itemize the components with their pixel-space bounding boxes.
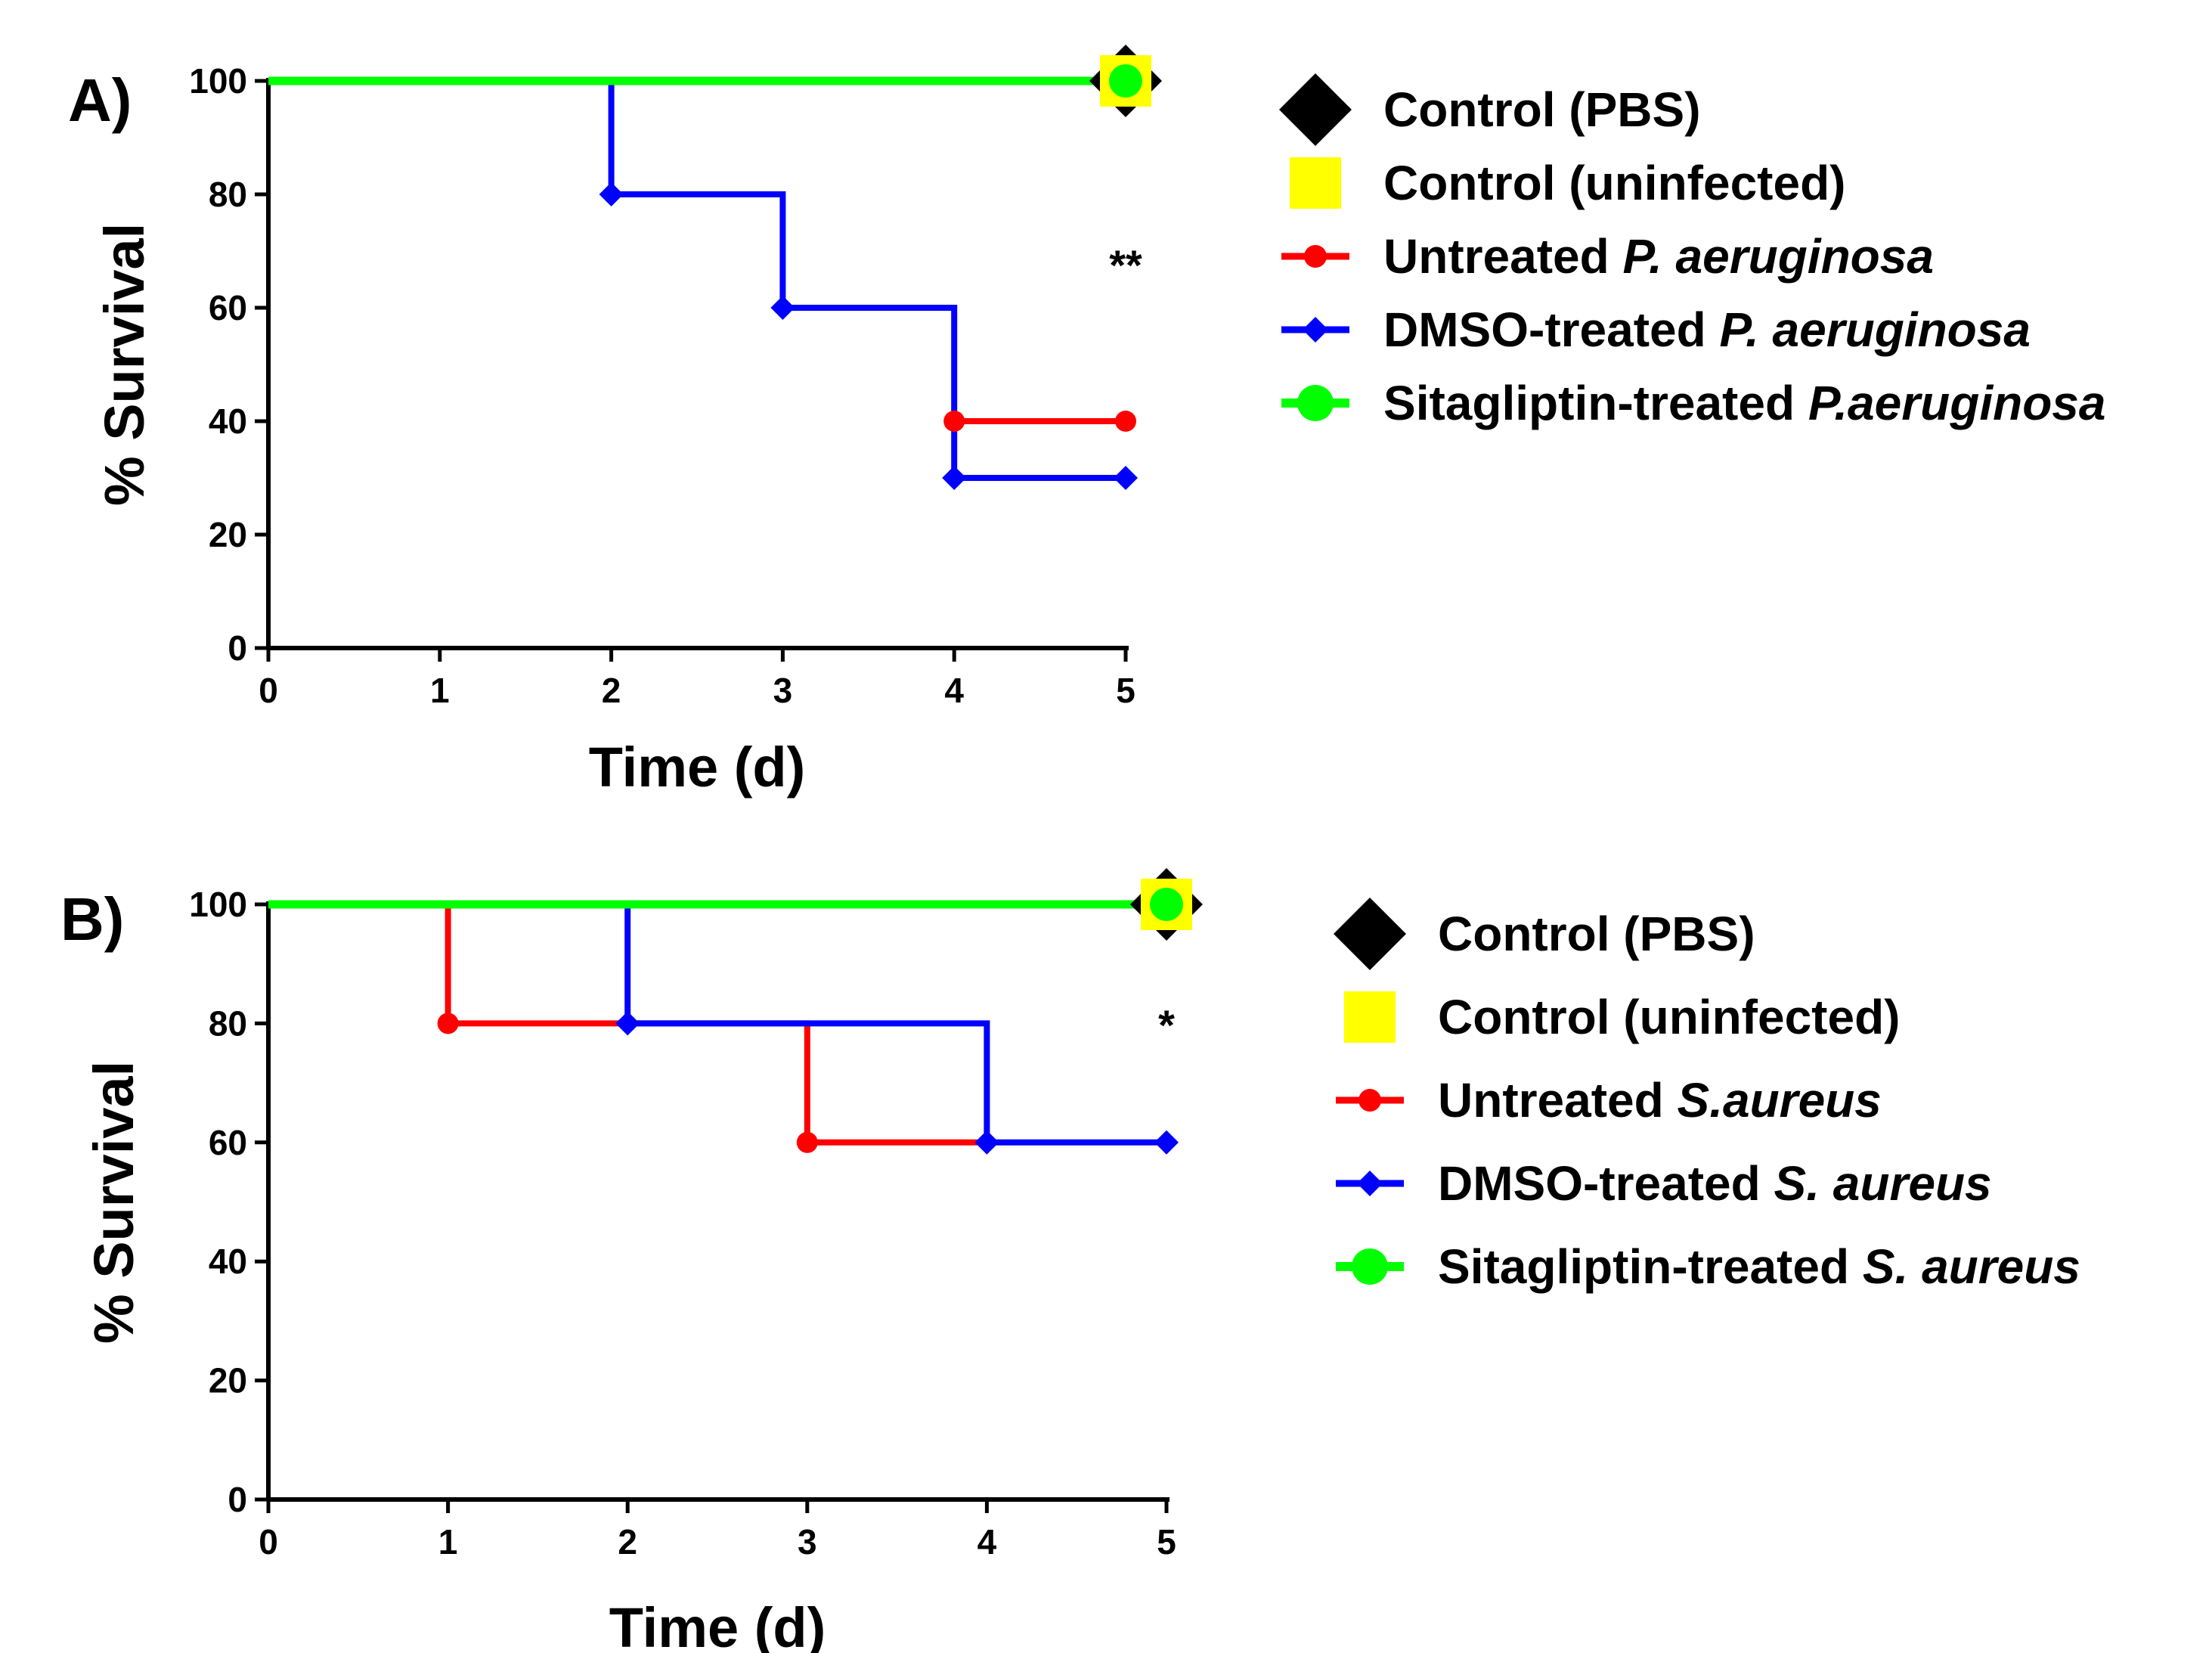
x-tick-label: 0: [259, 1522, 278, 1562]
data-point-series-3: [1154, 1130, 1179, 1155]
legend-label-4: Sitagliptin-treated P.aeruginosa: [1383, 376, 2105, 430]
legend-marker-4: [1297, 385, 1334, 421]
data-point-series-3: [1114, 466, 1138, 490]
y-axis-title: % Survival: [82, 1061, 145, 1344]
legend-label-2: Untreated S.aureus: [1438, 1073, 1882, 1127]
legend-label-plain: Sitagliptin-treated: [1438, 1239, 1863, 1294]
panel-a: 0 1 2 3 4 5 0 20 40 60 80 100 Time (d) % Survival A) **…: [68, 45, 2105, 799]
legend-label-plain: DMSO-treated: [1383, 302, 1720, 357]
x-tick-label: 3: [773, 671, 793, 710]
series-line-3: [268, 78, 1126, 481]
y-tick-label: 100: [189, 885, 247, 924]
y-tick-label: 60: [209, 288, 247, 327]
y-tick-label: 80: [209, 1003, 247, 1043]
legend-label-plain: Control (uninfected): [1438, 990, 1900, 1044]
legend-label-plain: Control (PBS): [1438, 907, 1755, 961]
x-tick-label: 4: [944, 671, 964, 710]
data-point-series-2: [1115, 411, 1136, 432]
series-markers: [437, 868, 1203, 1155]
panel-label: B): [60, 885, 124, 953]
legend-marker-3: [1357, 1171, 1383, 1196]
x-axis-title: Time (d): [609, 1596, 826, 1653]
x-tick-label: 1: [438, 1522, 458, 1562]
x-tick-label: 3: [798, 1522, 817, 1562]
legend-label-plain: Control (uninfected): [1383, 156, 1845, 210]
y-tick-label: 0: [228, 628, 247, 668]
legend-label-plain: Untreated: [1383, 229, 1623, 284]
legend-marker-1: [1290, 157, 1341, 209]
legend-label-3: DMSO-treated S. aureus: [1438, 1156, 1992, 1211]
legend-marker-4: [1352, 1248, 1388, 1285]
x-tick-label: 5: [1116, 671, 1135, 710]
legend-label-plain: Untreated: [1438, 1073, 1678, 1127]
legend-marker-0: [1334, 898, 1406, 970]
y-tick-label: 40: [209, 402, 247, 441]
legend-label-0: Control (PBS): [1438, 907, 1755, 961]
x-tick-label: 5: [1157, 1522, 1176, 1562]
legend-label-italic: S.aureus: [1678, 1073, 1882, 1127]
data-point-series-4: [1109, 64, 1142, 98]
legend-marker-2: [1358, 1089, 1381, 1112]
x-tick-label: 4: [977, 1522, 997, 1562]
y-axis-title: % Survival: [93, 223, 156, 506]
legend-label-4: Sitagliptin-treated S. aureus: [1438, 1239, 2080, 1294]
data-point-series-3: [942, 466, 967, 490]
legend-label-2: Untreated P. aeruginosa: [1383, 229, 1934, 284]
data-point-series-4: [1150, 888, 1183, 921]
x-axis-title: Time (d): [589, 736, 805, 799]
legend-marker-0: [1279, 73, 1352, 146]
data-point-series-3: [599, 182, 624, 206]
panel-label: A): [68, 67, 132, 134]
legend-marker-3: [1303, 317, 1328, 343]
legend-label-3: DMSO-treated P. aeruginosa: [1383, 302, 2031, 357]
legend-label-1: Control (uninfected): [1383, 156, 1845, 210]
x-tick-label: 0: [259, 671, 278, 710]
y-tick-label: 80: [209, 175, 247, 214]
data-point-series-3: [974, 1130, 999, 1155]
legend-label-plain: DMSO-treated: [1438, 1156, 1774, 1211]
panel-b: 0 1 2 3 4 5 0 20 40 60 80 100 Time (d) % Survival B) * C…: [60, 868, 2080, 1653]
data-point-series-2: [943, 411, 965, 432]
significance-marker: **: [1109, 241, 1142, 289]
series-lines: [268, 76, 1126, 481]
data-point-series-3: [770, 296, 795, 320]
data-point-series-2: [796, 1131, 818, 1153]
legend-label-1: Control (uninfected): [1438, 990, 1900, 1044]
legend-label-italic: P. aeruginosa: [1623, 229, 1934, 284]
series-markers: [599, 45, 1162, 490]
legend: Control (PBS) Control (uninfected) Untreat…: [1334, 898, 2080, 1294]
legend-label-italic: P. aeruginosa: [1720, 302, 2031, 357]
y-tick-label: 40: [209, 1242, 247, 1281]
y-tick-label: 100: [189, 61, 247, 101]
data-point-series-2: [437, 1013, 459, 1034]
legend-label-italic: P.aeruginosa: [1808, 376, 2106, 430]
data-point-series-3: [615, 1011, 640, 1036]
y-tick-label: 20: [209, 1361, 247, 1400]
x-tick-label: 2: [618, 1522, 637, 1562]
legend-label-0: Control (PBS): [1383, 82, 1701, 137]
legend-label-italic: S. aureus: [1863, 1239, 2080, 1294]
x-tick-label: 2: [602, 671, 621, 710]
legend-label-plain: Control (PBS): [1383, 82, 1701, 137]
x-tick-label: 1: [430, 671, 450, 710]
y-tick-label: 0: [228, 1480, 247, 1519]
significance-marker: *: [1158, 1001, 1175, 1049]
legend-marker-1: [1344, 991, 1396, 1043]
legend-label-italic: S. aureus: [1774, 1156, 1992, 1211]
legend-label-plain: Sitagliptin-treated: [1383, 376, 1808, 430]
legend-marker-2: [1304, 245, 1327, 268]
y-tick-label: 60: [209, 1123, 247, 1162]
legend: Control (PBS) Control (uninfected) Untreat…: [1279, 73, 2105, 430]
y-tick-label: 20: [209, 515, 247, 554]
